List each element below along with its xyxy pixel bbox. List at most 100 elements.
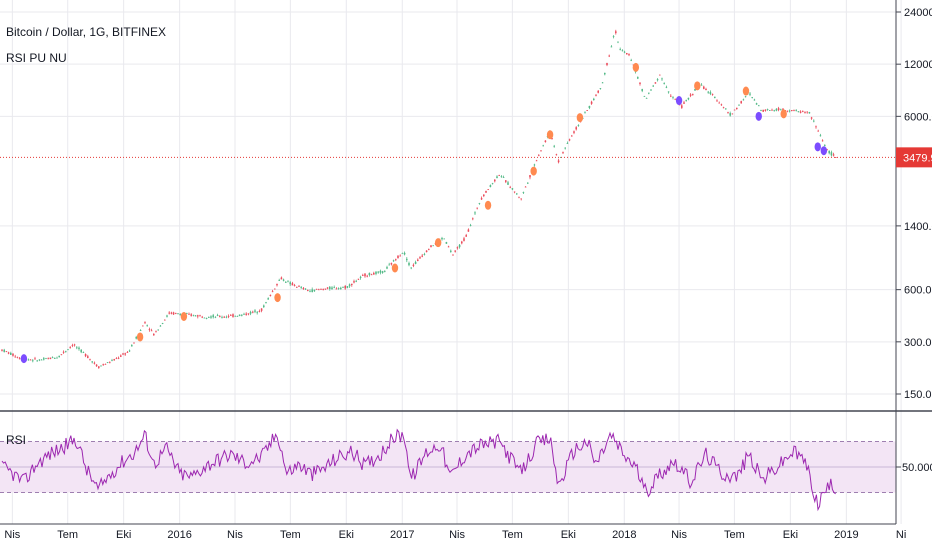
candle-body bbox=[252, 311, 254, 313]
candle-body bbox=[190, 314, 192, 316]
candle-body bbox=[379, 270, 382, 273]
signal-marker-bottom bbox=[755, 111, 762, 121]
candle-body bbox=[375, 271, 377, 274]
candle-body bbox=[725, 108, 727, 110]
y-tick-label: 300.0 bbox=[904, 337, 932, 349]
candle-body bbox=[69, 347, 71, 348]
candle-body bbox=[304, 288, 307, 290]
symbol-title[interactable]: Bitcoin / Dollar, 1G, BITFINEX bbox=[6, 25, 166, 39]
signal-marker-top bbox=[434, 238, 442, 248]
candle-body bbox=[714, 96, 716, 98]
candle-body bbox=[49, 357, 52, 360]
candle-body bbox=[553, 145, 555, 147]
candle-body bbox=[775, 108, 778, 111]
candle-body bbox=[463, 238, 465, 241]
candle-body bbox=[760, 110, 762, 111]
candle-body bbox=[285, 282, 287, 283]
candle-body bbox=[630, 60, 632, 62]
candle-body bbox=[518, 196, 520, 198]
candle-body bbox=[247, 313, 250, 315]
candle-body bbox=[397, 255, 399, 259]
candle-body bbox=[348, 284, 351, 287]
candle-body bbox=[289, 282, 291, 285]
candle-body bbox=[507, 182, 509, 185]
candle-body bbox=[241, 314, 243, 316]
candle-body bbox=[478, 203, 481, 204]
candle-body bbox=[87, 356, 89, 358]
candle-body bbox=[461, 241, 463, 244]
candle-body bbox=[95, 364, 98, 367]
candle-body bbox=[505, 180, 507, 182]
y-tick-label: 600.0 bbox=[904, 285, 932, 297]
signal-marker-top bbox=[546, 130, 554, 140]
candle-body bbox=[650, 89, 652, 91]
candle-body bbox=[223, 316, 225, 318]
signal-marker-bottom bbox=[675, 96, 683, 106]
candle-body bbox=[238, 314, 241, 317]
rsi-plot bbox=[1, 428, 836, 512]
signal-marker-top bbox=[742, 86, 750, 96]
candle-body bbox=[212, 315, 214, 318]
candle-body bbox=[201, 316, 203, 318]
candle-body bbox=[597, 90, 599, 93]
candle-body bbox=[161, 323, 164, 324]
candle-body bbox=[410, 267, 412, 269]
candle-body bbox=[560, 157, 562, 158]
candle-body bbox=[219, 316, 221, 317]
candle-body bbox=[128, 350, 131, 352]
candle-body bbox=[648, 92, 650, 94]
x-tick-label: Tem bbox=[57, 529, 78, 541]
candle-body bbox=[623, 51, 626, 53]
signal-marker-top bbox=[484, 200, 492, 210]
candle-body bbox=[793, 110, 795, 111]
candle-body bbox=[280, 277, 283, 280]
candle-body bbox=[329, 286, 331, 289]
signal-marker-top bbox=[632, 62, 640, 72]
candle-body bbox=[615, 31, 617, 34]
candle-body bbox=[577, 125, 580, 127]
candle-body bbox=[78, 347, 80, 350]
candle-body bbox=[813, 120, 815, 122]
candle-body bbox=[443, 238, 445, 240]
candle-body bbox=[474, 212, 476, 214]
candle-body bbox=[705, 88, 707, 90]
indicator-title[interactable]: RSI PU NU bbox=[6, 51, 67, 65]
candle-body bbox=[672, 96, 674, 98]
candle-body bbox=[392, 260, 395, 262]
candle-body bbox=[480, 198, 483, 200]
candle-body bbox=[511, 188, 514, 190]
signal-marker-top bbox=[576, 113, 584, 123]
candle-body bbox=[494, 179, 496, 182]
candle-body bbox=[483, 194, 485, 197]
candle-body bbox=[76, 347, 78, 349]
candle-body bbox=[214, 316, 217, 318]
axis-labels: Nis Tem Eki 2016 Nis Tem Eki 2017 Nis Tem Eki 2018 N… bbox=[4, 7, 932, 541]
rsi-title[interactable]: RSI bbox=[6, 433, 26, 447]
candle-body bbox=[245, 313, 247, 315]
candle-body bbox=[258, 311, 261, 312]
candle-body bbox=[529, 175, 531, 178]
candle-body bbox=[417, 259, 419, 261]
candle-body bbox=[260, 308, 263, 311]
candle-body bbox=[192, 314, 195, 316]
candle-body bbox=[773, 109, 775, 111]
signal-marker-top bbox=[274, 293, 281, 303]
candle-body bbox=[430, 245, 432, 248]
candle-body bbox=[368, 272, 371, 276]
candle-body bbox=[835, 157, 837, 158]
candle-body bbox=[359, 276, 362, 278]
candle-body bbox=[263, 305, 265, 308]
candle-body bbox=[98, 366, 100, 368]
candle-body bbox=[522, 192, 525, 193]
candle-body bbox=[357, 278, 360, 280]
candle-body bbox=[208, 317, 210, 318]
x-tick-label: Ni bbox=[896, 529, 906, 541]
candle-body bbox=[370, 274, 373, 276]
candle-body bbox=[509, 187, 511, 189]
candle-body bbox=[566, 143, 569, 144]
candle-body bbox=[29, 359, 32, 361]
candle-body bbox=[150, 330, 153, 332]
candle-body bbox=[476, 207, 478, 209]
